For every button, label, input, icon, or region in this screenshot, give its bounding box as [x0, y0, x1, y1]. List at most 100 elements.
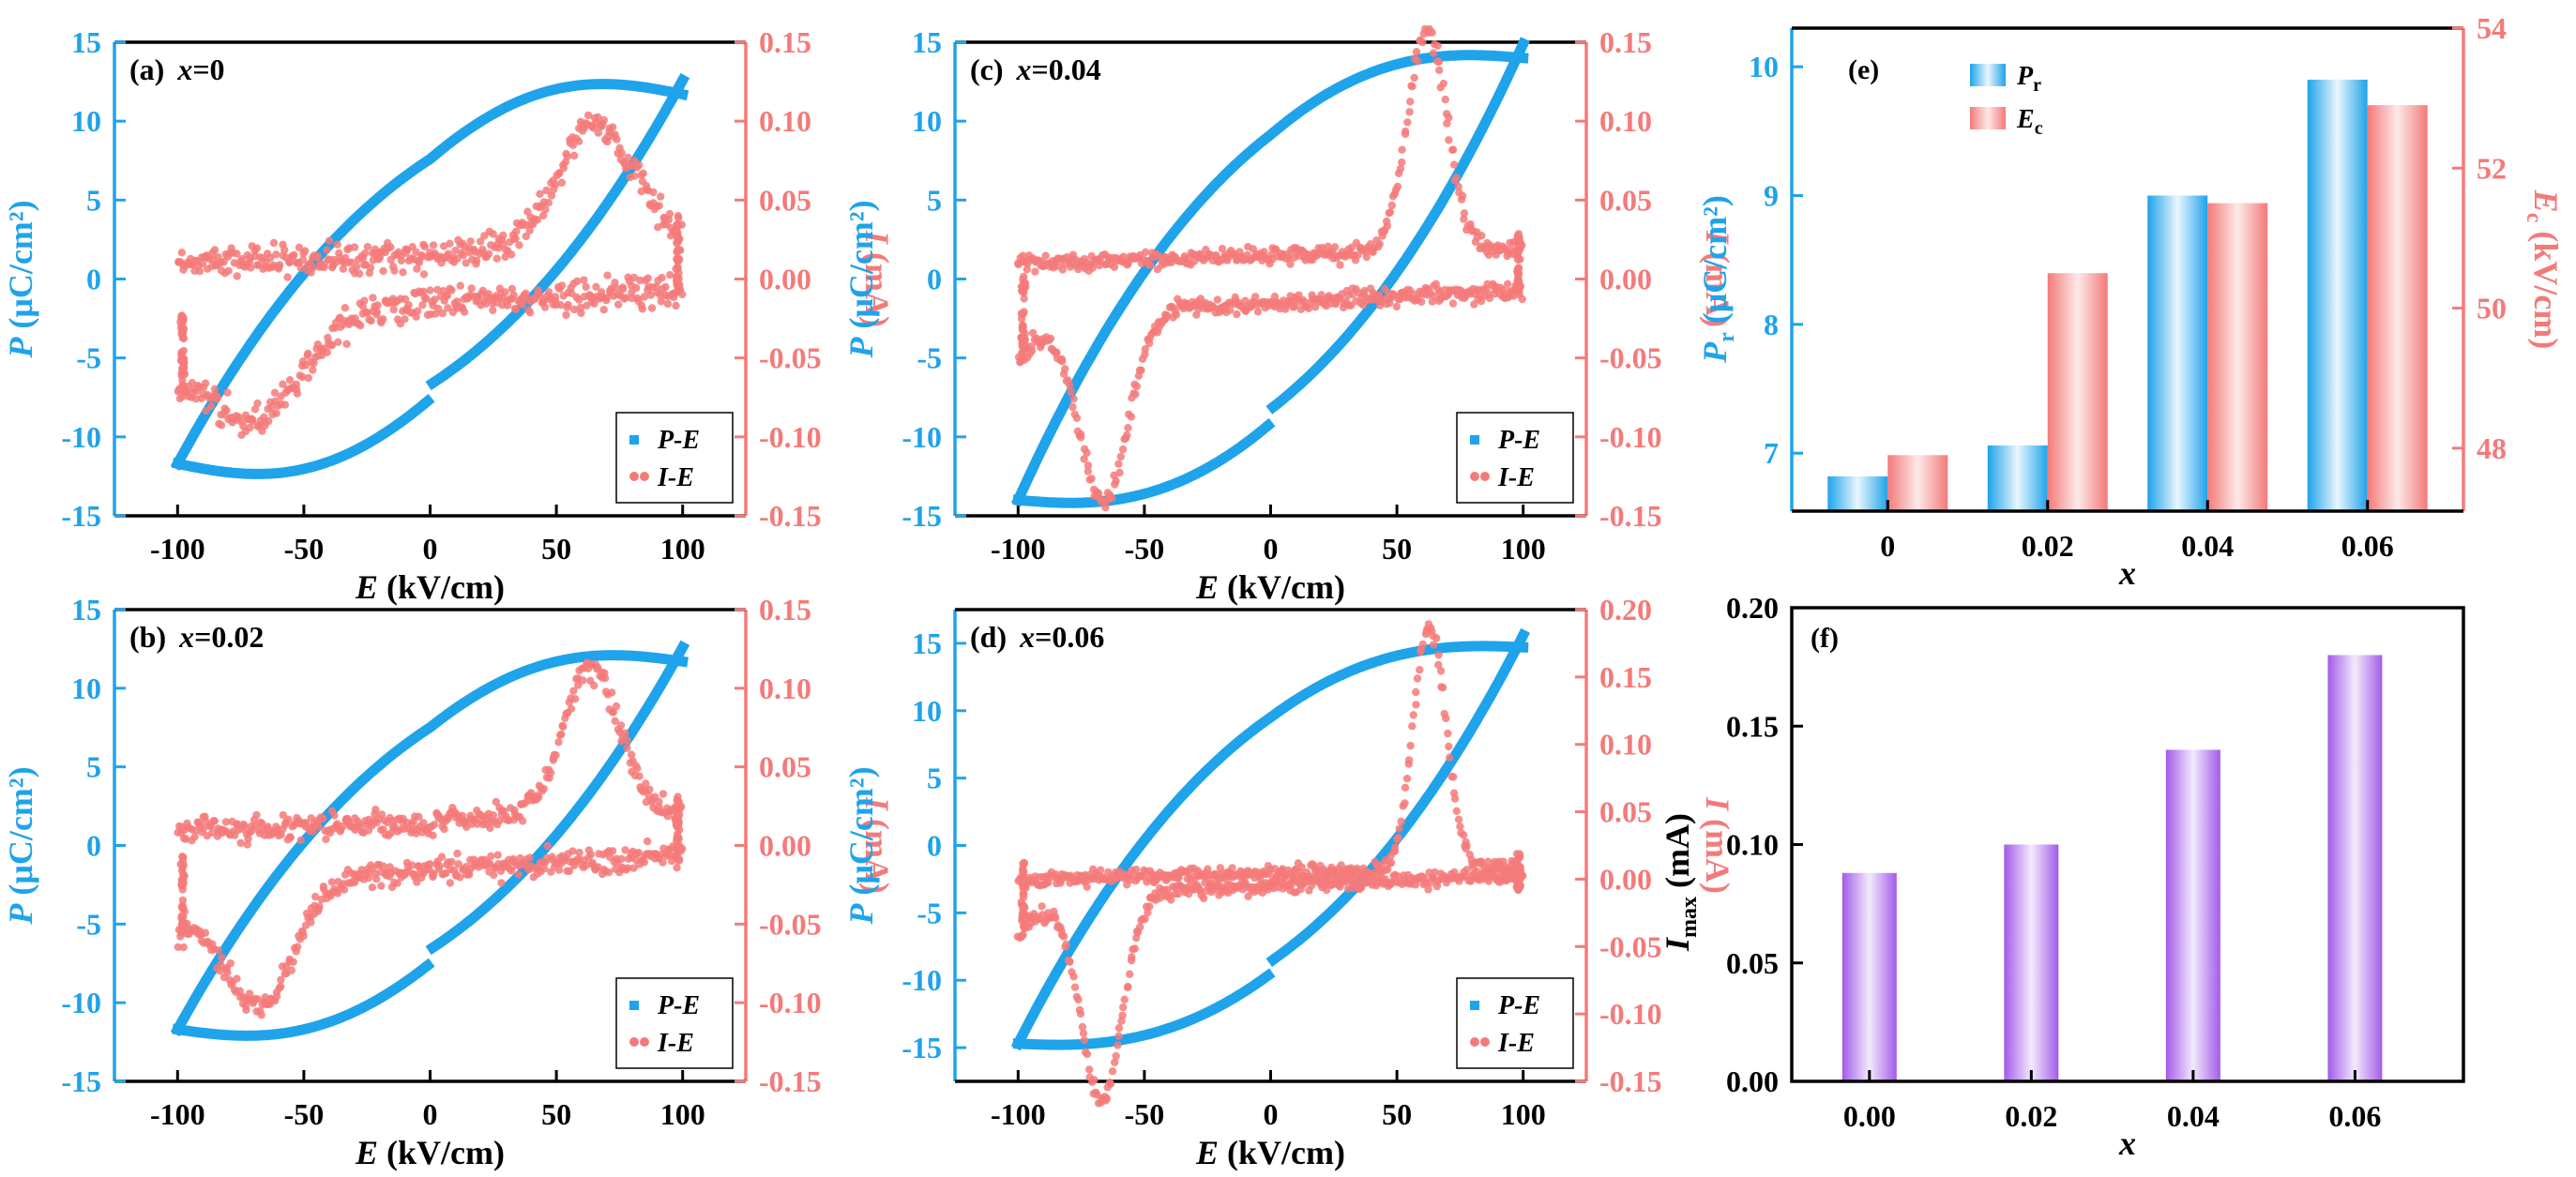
y-left-label-unit: (μC/cm²) [842, 200, 880, 337]
legend-label-P-E: P-E [657, 991, 700, 1020]
ie-point [1124, 424, 1132, 432]
y-tick-label: 0.05 [1726, 946, 1779, 980]
ie-point [320, 263, 328, 272]
ie-point [1514, 264, 1523, 272]
ie-point [639, 169, 647, 177]
ie-point [1218, 245, 1227, 253]
ie-point [1167, 896, 1175, 904]
bar-Ec [2047, 273, 2108, 511]
y-left-label-unit: (μC/cm²) [1696, 195, 1734, 332]
ie-point [399, 268, 407, 277]
ie-point [1362, 252, 1371, 262]
ie-point [236, 838, 245, 848]
ie-point [258, 819, 266, 828]
ie-point [174, 943, 182, 951]
ie-point [1459, 831, 1468, 839]
ie-point [1061, 365, 1069, 373]
ie-point [1131, 390, 1140, 399]
ie-point [319, 814, 327, 822]
ie-point [509, 291, 518, 299]
ie-point [364, 873, 373, 883]
y-left-axis-label: P (μC/cm²) [2, 766, 39, 925]
ie-point [177, 880, 186, 888]
pe-ascending-neg [171, 393, 435, 479]
ie-point [340, 885, 349, 894]
x-tick-label: 0.02 [2005, 1099, 2057, 1133]
bar-Ec [2207, 203, 2268, 511]
ie-point [501, 288, 509, 296]
ie-point [1114, 1041, 1122, 1049]
y-right-tick-label: 0.00 [1599, 862, 1652, 896]
ie-point [377, 810, 386, 819]
ie-point [242, 1005, 250, 1015]
ie-point [554, 169, 564, 178]
ie-point [1087, 475, 1096, 483]
y-left-axis-label: P (μC/cm²) [842, 766, 880, 925]
ie-point [511, 305, 520, 313]
ie-point [386, 243, 395, 251]
y-left-label-unit: (μC/cm²) [2, 200, 39, 337]
legend-var: E [2016, 105, 2035, 134]
x-tick-label: 0.02 [2022, 529, 2074, 563]
ie-point [672, 301, 680, 310]
ie-point [570, 305, 579, 314]
ie-point [201, 379, 210, 387]
panel-f: 0.00 0.02 0.04 0.06 0.00 0.05 0.10 0.15 0.20 x Ima… [1659, 591, 2465, 1162]
y-left-tick-label: -5 [76, 341, 101, 375]
ie-point [1127, 413, 1136, 421]
ie-point [661, 282, 670, 292]
ie-point [484, 249, 493, 258]
ie-point [199, 824, 208, 833]
pe-ascending-neg [1012, 968, 1276, 1050]
ie-point [1513, 856, 1522, 865]
ie-point [310, 358, 318, 368]
ie-point [612, 283, 620, 293]
ie-point [484, 290, 492, 298]
legend-box [615, 412, 734, 504]
ie-point [327, 340, 337, 350]
ie-point [582, 861, 591, 869]
ie-point [371, 806, 380, 814]
ie-point [252, 244, 262, 252]
x-axis-label: E (kV/cm) [355, 1134, 505, 1171]
ie-point [1085, 1065, 1094, 1074]
y-left-tick-label: 0 [927, 829, 942, 863]
x-axis-label-unit: (kV/cm) [1219, 568, 1345, 606]
ie-point [522, 232, 530, 241]
ie-point [1137, 366, 1145, 374]
ie-point [1484, 857, 1493, 866]
legend-label-I-E: I-E [1497, 463, 1535, 492]
ie-point [1018, 287, 1027, 296]
ie-point [1096, 866, 1105, 874]
x-tick-label: -100 [150, 532, 205, 566]
ie-point [275, 261, 284, 269]
ie-point [643, 837, 652, 846]
ie-point [642, 779, 650, 788]
ie-point [1114, 1032, 1123, 1040]
y-right-tick-label: 0.15 [759, 593, 811, 626]
ie-point [492, 797, 500, 807]
x-tick-label: -50 [1125, 532, 1165, 566]
y-right-axis-label: Ec (kV/cm) [2522, 189, 2565, 350]
ie-point [1083, 461, 1093, 470]
ie-point [277, 975, 285, 984]
panel-label: (c) [970, 53, 1004, 86]
ie-point [1392, 302, 1402, 311]
ie-point [590, 681, 599, 690]
ie-point [493, 851, 502, 859]
ie-point [210, 385, 220, 394]
ie-point [672, 853, 680, 861]
y-left-label-var: P [842, 903, 880, 926]
x-tick-label: 0.00 [1843, 1099, 1896, 1133]
ie-point [1393, 182, 1402, 191]
ie-point [1404, 756, 1414, 764]
ie-point [1114, 1023, 1124, 1033]
ie-point [1076, 1009, 1085, 1019]
bar-Pr [2307, 79, 2368, 511]
ie-point [1019, 883, 1027, 893]
ie-point [1287, 877, 1296, 885]
panel-title-value: =0.02 [194, 620, 264, 654]
ie-point [233, 974, 241, 983]
x-tick-label: 0.04 [2181, 529, 2234, 563]
y-right-tick-label: -0.15 [1599, 499, 1662, 533]
